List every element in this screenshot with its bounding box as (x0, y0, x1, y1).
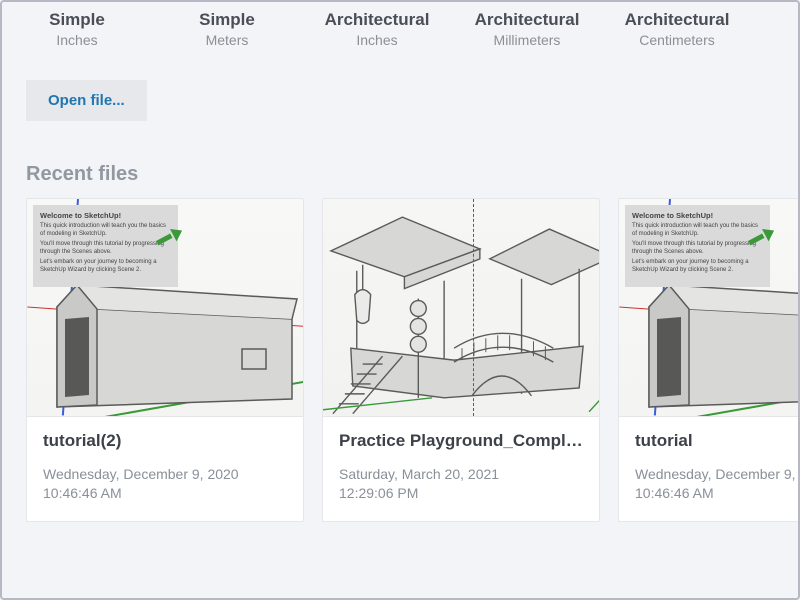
template-unit: Meters (152, 32, 302, 48)
template-name: Architectural (452, 10, 602, 30)
tooltip-line: You'll move through this tutorial by pro… (632, 241, 763, 256)
template-item[interactable]: Archi M (752, 6, 798, 62)
tooltip-note: Welcome to SketchUp! This quick introduc… (33, 205, 178, 287)
file-time: 12:29:06 PM (339, 484, 583, 503)
file-title: tutorial (635, 431, 798, 451)
template-unit: Inches (302, 32, 452, 48)
template-unit: M (752, 32, 798, 48)
template-strip: Simple Inches Simple Meters Architectura… (2, 2, 798, 62)
tooltip-title: Welcome to SketchUp! (632, 211, 763, 220)
template-unit: Inches (2, 32, 152, 48)
file-thumbnail (323, 199, 599, 417)
tooltip-line: Let's embark on your journey to becoming… (632, 259, 763, 274)
file-title: tutorial(2) (43, 431, 287, 451)
axis-blue-icon (473, 199, 474, 416)
file-date: Saturday, March 20, 2021 (339, 465, 583, 484)
tooltip-line: This quick introduction will teach you t… (40, 223, 171, 238)
recent-file-card[interactable]: Welcome to SketchUp! This quick introduc… (618, 198, 798, 522)
recent-files-heading: Recent files (2, 121, 798, 198)
template-item[interactable]: Architectural Centimeters (602, 6, 752, 62)
template-name: Architectural (602, 10, 752, 30)
tooltip-title: Welcome to SketchUp! (40, 211, 171, 220)
template-unit: Centimeters (602, 32, 752, 48)
file-date: Wednesday, December 9, 2020 (43, 465, 287, 484)
tooltip-line: You'll move through this tutorial by pro… (40, 241, 171, 256)
template-name: Archi (752, 10, 798, 30)
template-unit: Millimeters (452, 32, 602, 48)
tooltip-line: This quick introduction will teach you t… (632, 223, 763, 238)
template-item[interactable]: Simple Inches (2, 6, 152, 62)
recent-files-row: Welcome to SketchUp! This quick introduc… (2, 198, 798, 522)
file-time: 10:46:46 AM (43, 484, 287, 503)
template-item[interactable]: Simple Meters (152, 6, 302, 62)
recent-file-card[interactable]: Practice Playground_Complete Saturday, M… (322, 198, 600, 522)
template-name: Simple (2, 10, 152, 30)
tooltip-line: Let's embark on your journey to becoming… (40, 259, 171, 274)
template-name: Architectural (302, 10, 452, 30)
file-thumbnail: Welcome to SketchUp! This quick introduc… (619, 199, 798, 417)
file-time: 10:46:46 AM (635, 484, 798, 503)
template-item[interactable]: Architectural Inches (302, 6, 452, 62)
open-file-button[interactable]: Open file... (26, 80, 147, 121)
file-title: Practice Playground_Complete (339, 431, 583, 451)
open-file-wrap: Open file... (2, 62, 798, 121)
model-preview-icon (323, 199, 599, 416)
model-preview-icon (27, 277, 303, 417)
tooltip-note: Welcome to SketchUp! This quick introduc… (625, 205, 770, 287)
template-item[interactable]: Architectural Millimeters (452, 6, 602, 62)
template-name: Simple (152, 10, 302, 30)
file-thumbnail: Welcome to SketchUp! This quick introduc… (27, 199, 303, 417)
recent-file-card[interactable]: Welcome to SketchUp! This quick introduc… (26, 198, 304, 522)
file-date: Wednesday, December 9, 2020 (635, 465, 798, 484)
model-preview-icon (619, 277, 798, 417)
